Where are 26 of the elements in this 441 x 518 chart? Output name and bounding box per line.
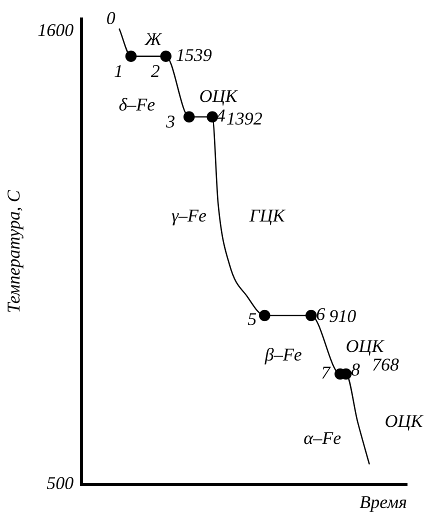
annotation: γ–Fe [171,205,207,226]
annotation: β–Fe [264,344,302,365]
annotation: 5 [248,309,257,330]
annotation: 2 [150,61,160,82]
y-tick-label: 500 [46,473,74,494]
annotation: 8 [350,360,360,380]
annotation: 3 [165,112,176,132]
annotation: α–Fe [304,428,342,448]
annotation: 1392 [226,108,262,129]
annotation: 910 [329,306,356,326]
annotation: 6 [316,304,326,324]
x-axis-title: Время [360,492,407,512]
annotation: 1539 [176,45,212,66]
annotation: 0 [106,8,116,28]
annotation: ОЦК [199,86,238,106]
annotation: Ж [144,28,163,49]
annotation: 4 [216,106,226,126]
annotation: δ–Fe [118,94,156,115]
y-tick-label: 1600 [38,20,74,40]
annotation: 1 [114,61,123,82]
annotation: 7 [321,362,332,383]
y-axis-title: Температура, С [4,189,24,313]
annotation: ГЦК [248,205,286,226]
annotation: 768 [372,354,399,375]
annotation: ОЦК [346,336,385,356]
annotation: ОЦК [384,411,424,432]
